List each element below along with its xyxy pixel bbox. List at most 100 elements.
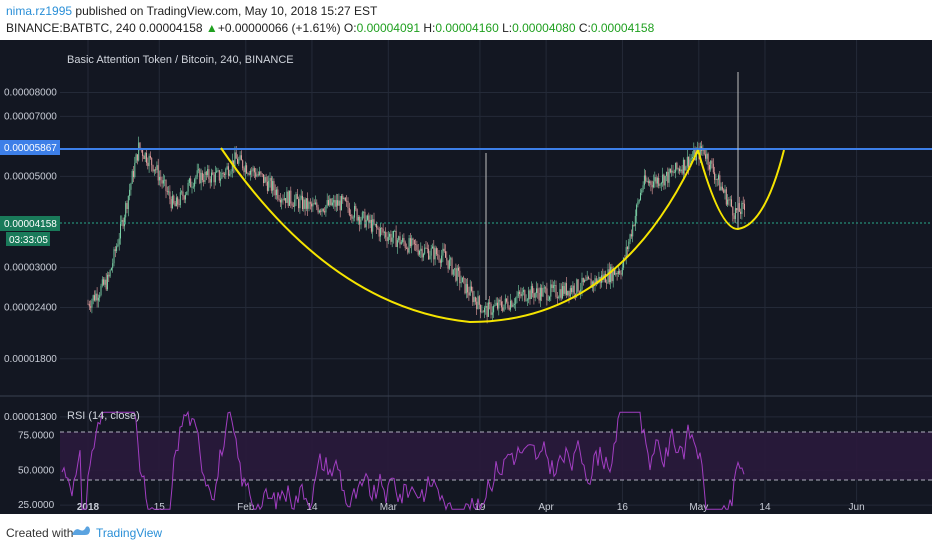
author-link[interactable]: nima.rz1995 [6, 4, 73, 18]
candle-body [589, 278, 591, 280]
candle-body [175, 197, 177, 207]
candle-body [196, 170, 198, 177]
tradingview-brand-link[interactable]: TradingView [96, 526, 163, 540]
candle-body [406, 247, 407, 249]
candle-body [478, 296, 480, 305]
candle-body [222, 172, 224, 174]
candle-body [729, 199, 731, 201]
candle-body [692, 156, 693, 159]
candle-body [586, 276, 588, 281]
candle-body [681, 169, 683, 174]
candle-body [407, 248, 409, 253]
candle-body [398, 236, 400, 241]
candle-body [732, 206, 734, 216]
candle-body [266, 181, 268, 191]
candle-body [690, 158, 692, 160]
candle-body [117, 244, 119, 247]
candle-body [399, 236, 401, 245]
candle-body [577, 279, 579, 292]
candle-body [556, 296, 558, 298]
candle-body [608, 269, 610, 283]
triangle-up-icon: ▲ [205, 21, 218, 35]
candle-body [194, 179, 196, 187]
candle-body [640, 192, 641, 200]
candle-body [272, 181, 274, 191]
price-axis[interactable]: 0.00008000 0.00007000 0.00005000 0.00003000… [4, 87, 57, 422]
candle-body [101, 279, 103, 286]
time-tick-label: Apr [538, 502, 554, 513]
candle-body [480, 304, 482, 313]
candle-body [208, 169, 210, 180]
candle-body [744, 203, 745, 210]
time-tick-label: 2018 [77, 502, 100, 513]
candle-body [100, 285, 102, 296]
candle-body [341, 195, 342, 211]
candle-body [273, 181, 275, 190]
candle-body [714, 172, 716, 180]
candle-body [429, 255, 431, 260]
candle-body [104, 279, 106, 285]
candle-body [195, 176, 197, 180]
candle-body [689, 159, 691, 168]
candle-body [370, 219, 372, 232]
candle-body [604, 273, 606, 283]
time-tick-label: 14 [759, 502, 771, 513]
cup-curve[interactable] [220, 147, 699, 324]
time-tick-label: May [689, 502, 708, 513]
candle-body [494, 305, 496, 306]
chart-canvas[interactable]: 0.00008000 0.00007000 0.00005000 0.00003000… [0, 40, 932, 514]
candle-body [395, 230, 397, 248]
candle-body [244, 165, 246, 173]
candle-body [643, 175, 645, 186]
candle-body [653, 181, 654, 188]
candle-body [655, 177, 657, 184]
candle-body [173, 195, 175, 204]
candle-body [133, 171, 134, 178]
candle-body [234, 152, 236, 168]
candle-body [107, 274, 108, 290]
candle-body [614, 269, 615, 275]
candle-body [113, 249, 115, 264]
candle-body [325, 205, 327, 213]
candle-body [707, 153, 709, 165]
candle-body [536, 288, 537, 293]
candle-body [363, 211, 365, 213]
candle-body [300, 195, 302, 199]
candle-body [92, 295, 94, 301]
candle-body [157, 165, 159, 181]
candles [87, 136, 745, 324]
candle-body [638, 199, 640, 202]
candle-body [711, 160, 713, 164]
candle-body [664, 175, 666, 186]
candle-body [543, 287, 545, 289]
candle-body [588, 276, 589, 279]
candle-body [538, 292, 540, 301]
tradingview-logo-icon[interactable] [70, 523, 92, 539]
time-tick-label: Mar [380, 502, 398, 513]
candle-body [95, 293, 97, 301]
candle-body [200, 172, 202, 184]
candle-body [498, 299, 500, 309]
rsi-axis[interactable]: 75.0000 50.0000 25.0000 [18, 431, 55, 511]
candle-body [226, 166, 228, 170]
candle-body [350, 215, 352, 216]
handle-curve[interactable] [697, 149, 785, 231]
candle-body [312, 203, 314, 207]
ohlc-line: BINANCE:BATBTC, 240 0.00004158 ▲+0.00000… [6, 21, 654, 35]
candle-body [533, 293, 535, 298]
candle-body [629, 234, 631, 242]
candle-body [170, 198, 172, 209]
candle-body [225, 169, 227, 175]
candle-body [617, 271, 619, 275]
candle-body [524, 290, 526, 301]
candle-body [122, 219, 124, 227]
candle-body [684, 159, 686, 171]
candle-body [242, 160, 244, 169]
candle-body [168, 191, 170, 193]
candle-body [712, 163, 714, 173]
price-tick-label: 0.00002400 [4, 302, 57, 313]
candle-body [309, 202, 311, 204]
candle-body [612, 269, 614, 282]
candle-body [594, 278, 596, 286]
current-price-label: 0.00004158 [4, 219, 57, 230]
